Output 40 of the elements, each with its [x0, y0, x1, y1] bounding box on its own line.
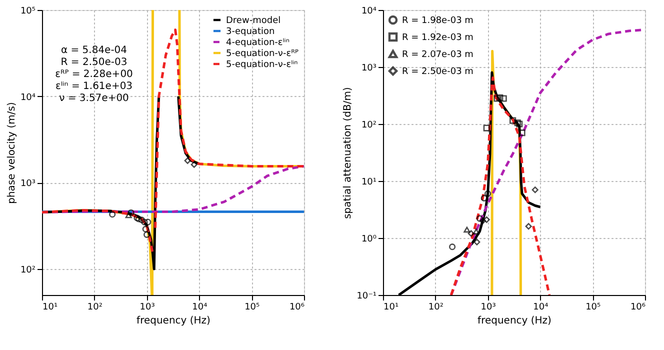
- x-tick-label: 10¹: [384, 302, 399, 312]
- x-tick-label: 10⁵: [244, 302, 260, 312]
- y-tick-label: 10⁴: [20, 92, 36, 103]
- legend-label: 4-equation-εˡⁱⁿ: [226, 38, 290, 48]
- x-tick-label: 10²: [87, 302, 103, 312]
- legend-label: R = 2.50e-03 m: [402, 67, 474, 77]
- x-tick-label: 10⁴: [533, 302, 549, 312]
- y-tick-label: 10²: [361, 120, 377, 130]
- y-tick-label: 10⁰: [361, 234, 377, 244]
- legend-label: 5-equation-ν-εˡⁱⁿ: [226, 60, 298, 70]
- annotation: α = 5.84e-04: [60, 45, 128, 56]
- y-axis-title: spatial attenuation (dB/m): [342, 86, 354, 219]
- y-tick-label: 10⁴: [361, 6, 377, 16]
- legend-label: Drew-model: [226, 16, 281, 26]
- annotation: εˡⁱⁿ = 1.61e+03: [55, 81, 133, 92]
- x-axis-title: frequency (Hz): [478, 316, 552, 326]
- y-tick-label: 10³: [20, 179, 36, 190]
- x-tick-label: 10⁶: [630, 302, 646, 312]
- x-tick-label: 10¹: [42, 302, 58, 312]
- legend-label: 5-equation-ν-εᴿᴾ: [226, 49, 300, 59]
- annotation: ν = 3.57e+00: [59, 93, 129, 104]
- x-axis-title: frequency (Hz): [136, 316, 211, 326]
- x-tick-label: 10⁵: [586, 302, 602, 312]
- legend-label: R = 1.92e-03 m: [402, 33, 474, 43]
- legend-label: R = 2.07e-03 m: [402, 50, 474, 60]
- x-tick-label: 10³: [140, 302, 156, 312]
- x-tick-label: 10³: [480, 302, 496, 312]
- x-tick-label: 10⁶: [289, 302, 305, 312]
- x-tick-label: 10⁴: [192, 302, 208, 312]
- y-tick-label: 10⁻¹: [356, 292, 377, 302]
- legend-label: R = 1.98e-03 m: [402, 16, 474, 26]
- x-tick-label: 10²: [428, 302, 444, 312]
- y-axis-title: phase velocity (m/s): [6, 102, 18, 204]
- annotation: R = 2.50e-03: [60, 57, 128, 68]
- y-tick-label: 10⁵: [20, 6, 36, 16]
- annotation: εᴿᴾ = 2.28e+00: [55, 69, 133, 80]
- y-tick-label: 10³: [361, 64, 377, 74]
- y-tick-label: 10²: [20, 266, 36, 276]
- y-tick-label: 10¹: [361, 178, 377, 188]
- legend-label: 3-equation: [226, 27, 275, 37]
